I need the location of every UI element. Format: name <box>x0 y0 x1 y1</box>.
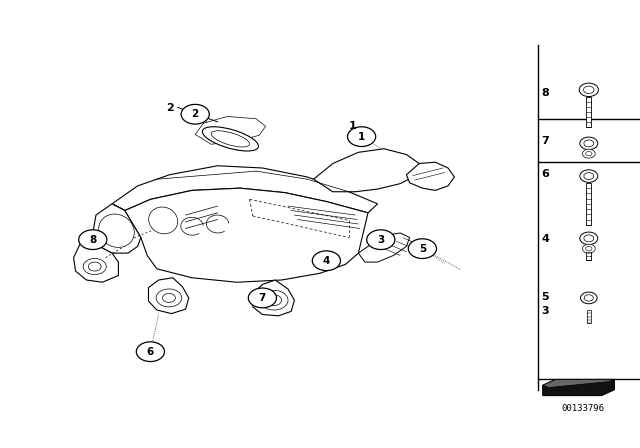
Polygon shape <box>406 162 454 190</box>
Polygon shape <box>74 233 118 282</box>
Ellipse shape <box>99 214 134 247</box>
Text: 3: 3 <box>541 306 549 316</box>
Text: 4: 4 <box>323 256 330 266</box>
Circle shape <box>582 244 595 253</box>
Bar <box>586 249 591 260</box>
Circle shape <box>248 288 276 308</box>
Text: 4: 4 <box>541 234 549 244</box>
Bar <box>586 183 591 225</box>
Circle shape <box>584 172 594 180</box>
Circle shape <box>584 140 594 147</box>
Polygon shape <box>112 166 378 213</box>
Text: 2: 2 <box>191 109 199 119</box>
Polygon shape <box>148 278 189 314</box>
Circle shape <box>79 230 107 250</box>
Circle shape <box>312 251 340 271</box>
Circle shape <box>586 246 592 251</box>
Bar <box>586 98 591 127</box>
Circle shape <box>156 289 182 307</box>
Text: 1: 1 <box>349 121 356 131</box>
Ellipse shape <box>202 127 259 151</box>
Circle shape <box>83 258 106 275</box>
Circle shape <box>579 83 598 97</box>
Circle shape <box>580 232 598 245</box>
Text: 1: 1 <box>358 132 365 142</box>
Circle shape <box>586 151 592 156</box>
Text: 7: 7 <box>259 293 266 303</box>
Text: 2: 2 <box>166 103 174 112</box>
Text: 3: 3 <box>377 235 385 245</box>
Bar <box>587 310 591 323</box>
Text: 8: 8 <box>541 88 549 98</box>
Circle shape <box>408 239 436 258</box>
Text: 00133796: 00133796 <box>561 404 604 413</box>
Polygon shape <box>195 116 266 144</box>
Text: 5: 5 <box>541 292 549 302</box>
Text: 5: 5 <box>419 244 426 254</box>
Circle shape <box>163 293 175 302</box>
Circle shape <box>136 342 164 362</box>
Circle shape <box>348 127 376 146</box>
Text: 8: 8 <box>89 235 97 245</box>
Polygon shape <box>253 280 294 316</box>
Circle shape <box>88 262 101 271</box>
Circle shape <box>584 86 594 94</box>
Polygon shape <box>314 149 419 192</box>
Circle shape <box>260 290 288 310</box>
Circle shape <box>584 295 593 301</box>
Polygon shape <box>112 188 368 282</box>
Polygon shape <box>358 233 410 262</box>
Polygon shape <box>543 379 614 396</box>
Circle shape <box>580 137 598 150</box>
Circle shape <box>367 230 395 250</box>
Ellipse shape <box>148 207 178 234</box>
Circle shape <box>181 104 209 124</box>
Polygon shape <box>93 204 141 253</box>
Text: 6: 6 <box>541 169 549 179</box>
Circle shape <box>582 149 595 158</box>
Polygon shape <box>543 379 614 388</box>
Circle shape <box>584 235 594 242</box>
Text: 7: 7 <box>541 136 549 146</box>
Ellipse shape <box>211 131 250 147</box>
Circle shape <box>266 295 282 306</box>
Circle shape <box>580 292 597 304</box>
Circle shape <box>580 170 598 182</box>
Text: 6: 6 <box>147 347 154 357</box>
